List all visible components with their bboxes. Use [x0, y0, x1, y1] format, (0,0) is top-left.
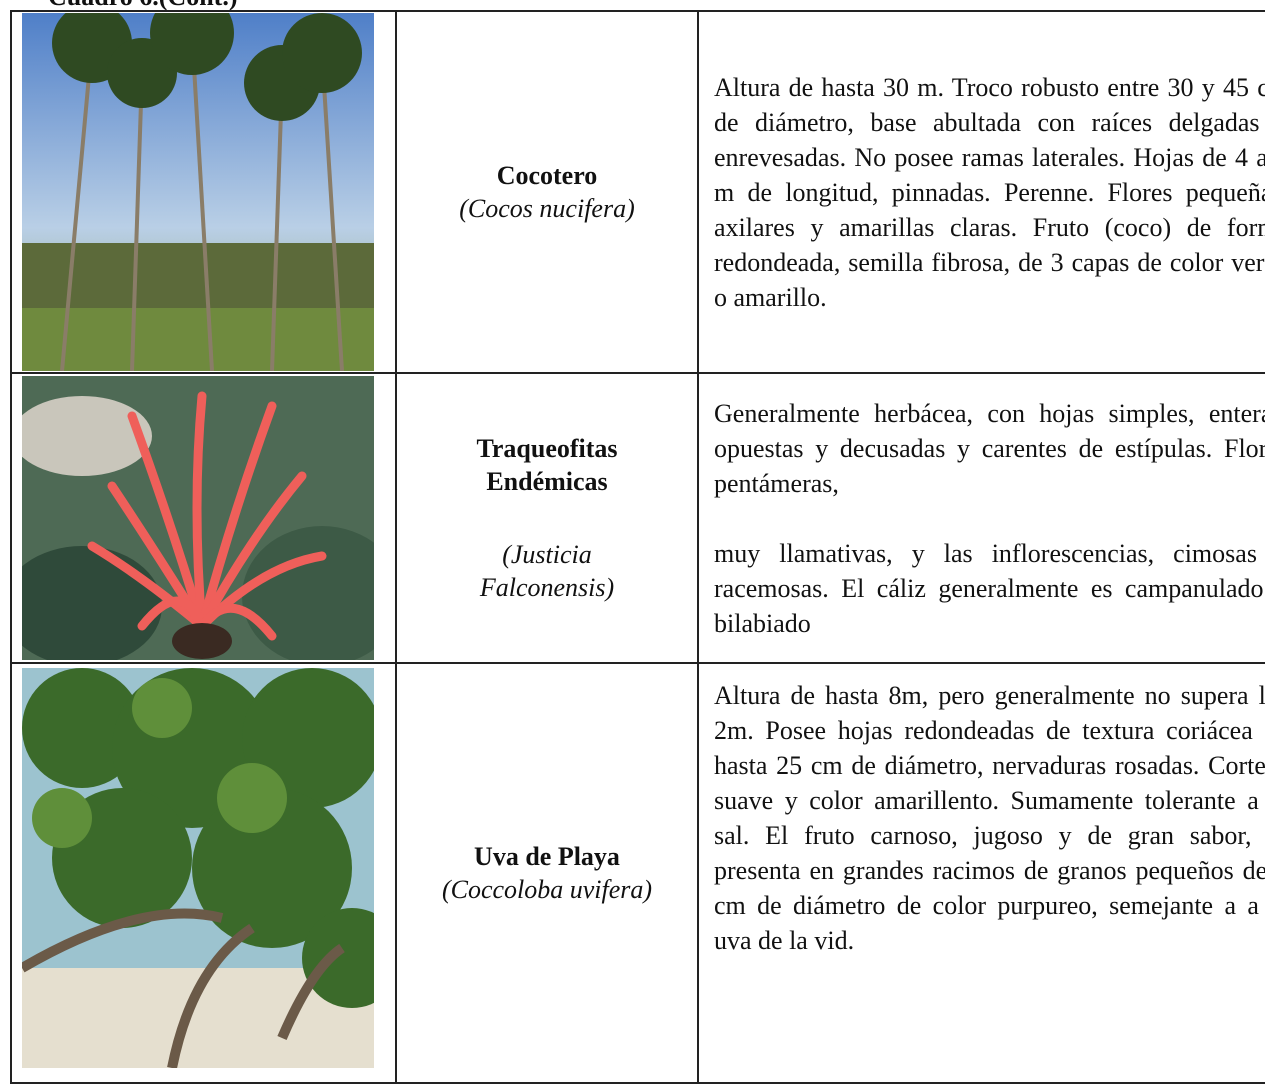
caption: Cuadro 6.(Cont.): [48, 0, 237, 12]
description-cell: Altura de hasta 8m, pero generalmente no…: [697, 662, 1265, 1084]
row: Uva de Playa (Coccoloba uvifera) Altura …: [10, 662, 1265, 1084]
scientific-name: (Cocos nucifera): [459, 194, 635, 223]
palm-photo: [22, 13, 374, 371]
scientific-name: (Justicia Falconensis): [479, 540, 615, 602]
species-table: Cocotero (Cocos nucifera) Altura de hast…: [10, 10, 1265, 1084]
row: Cocotero (Cocos nucifera) Altura de hast…: [10, 10, 1265, 374]
description: Altura de hasta 30 m. Troco robusto entr…: [714, 72, 1265, 312]
description-cell: Altura de hasta 30 m. Troco robusto entr…: [697, 10, 1265, 374]
description: muy llamativas, y las inflorescencias, c…: [714, 538, 1265, 638]
description-cell: Generalmente herbácea, con hojas simples…: [697, 372, 1265, 664]
name-cell: Cocotero (Cocos nucifera): [395, 10, 699, 374]
image-cell: [10, 10, 397, 374]
flower-photo: [22, 376, 374, 660]
seagrape-photo: [22, 668, 374, 1068]
common-name: Traqueofitas Endémicas: [476, 434, 618, 496]
description: Generalmente herbácea, con hojas simples…: [714, 398, 1265, 498]
common-name: Uva de Playa: [474, 842, 620, 871]
common-name: Cocotero: [496, 161, 598, 190]
scientific-name: (Coccoloba uvifera): [441, 875, 653, 904]
image-cell: [10, 662, 397, 1084]
description: Altura de hasta 8m, pero generalmente no…: [714, 681, 1265, 955]
image-cell: [10, 372, 397, 664]
name-cell: Uva de Playa (Coccoloba uvifera): [395, 662, 699, 1084]
name-cell: Traqueofitas Endémicas (Justicia Falcone…: [395, 372, 699, 664]
row: Traqueofitas Endémicas (Justicia Falcone…: [10, 372, 1265, 664]
